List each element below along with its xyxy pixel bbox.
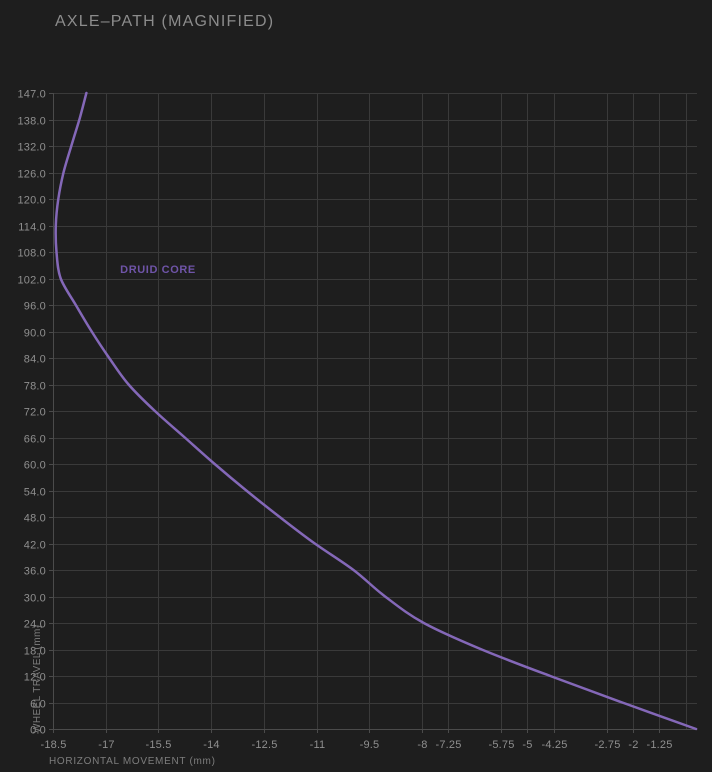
x-tick-label: -9.5	[360, 739, 380, 751]
y-tick-label: 60.0	[24, 460, 46, 472]
x-tick-label: -5.75	[488, 739, 514, 751]
y-tick-label: 138.0	[17, 116, 46, 128]
y-tick-label: 24.0	[24, 619, 46, 631]
y-tick-label: 132.0	[17, 142, 46, 154]
x-axis-title: HORIZONTAL MOVEMENT (mm)	[49, 756, 216, 767]
y-tick-label: 12.0	[24, 672, 46, 684]
x-tick-label: -2.75	[594, 739, 620, 751]
y-tick-label: 78.0	[24, 381, 46, 393]
x-tick-label: -14	[203, 739, 220, 751]
y-tick-label: 30.0	[24, 593, 46, 605]
x-tick-label: -4.25	[541, 739, 567, 751]
y-tick-label: 18.0	[24, 646, 46, 658]
x-tick-label: -12.5	[251, 739, 277, 751]
y-tick-label: 108.0	[17, 248, 46, 260]
x-tick-label: -5	[522, 739, 532, 751]
y-tick-label: 48.0	[24, 513, 46, 525]
y-tick-label: 114.0	[18, 222, 46, 234]
y-tick-label: 147.0	[17, 89, 46, 101]
x-tick-label: -2	[628, 739, 638, 751]
y-tick-label: 54.0	[24, 487, 46, 499]
y-tick-label: 126.0	[17, 169, 46, 181]
x-tick-label: -15.5	[145, 739, 171, 751]
x-tick-label: -17	[98, 739, 115, 751]
y-tick-label: 90.0	[24, 328, 46, 340]
y-tick-label: 36.0	[24, 566, 46, 578]
y-tick-label: 0.0	[30, 725, 46, 737]
series-label-druid-core: DRUID CORE	[120, 264, 196, 276]
y-tick-label: 84.0	[24, 354, 46, 366]
axle-path-curve	[54, 91, 698, 731]
y-tick-label: 42.0	[24, 540, 46, 552]
x-tick-label: -18.5	[40, 739, 66, 751]
y-tick-label: 120.0	[17, 195, 46, 207]
chart-title: AXLE–PATH (MAGNIFIED)	[55, 13, 275, 30]
y-tick-label: 6.0	[30, 699, 46, 711]
x-tick-label: -8	[417, 739, 427, 751]
y-axis-title: WHEEL TRAVEL (mm)	[32, 625, 43, 733]
x-tick-label: -11	[310, 739, 326, 751]
x-tick-label: -7.25	[435, 739, 461, 751]
y-tick-label: 72.0	[24, 407, 46, 419]
y-tick-label: 66.0	[24, 434, 46, 446]
y-tick-label: 102.0	[17, 275, 46, 287]
y-tick-label: 96.0	[24, 301, 46, 313]
x-tick-label: -1.25	[646, 739, 672, 751]
